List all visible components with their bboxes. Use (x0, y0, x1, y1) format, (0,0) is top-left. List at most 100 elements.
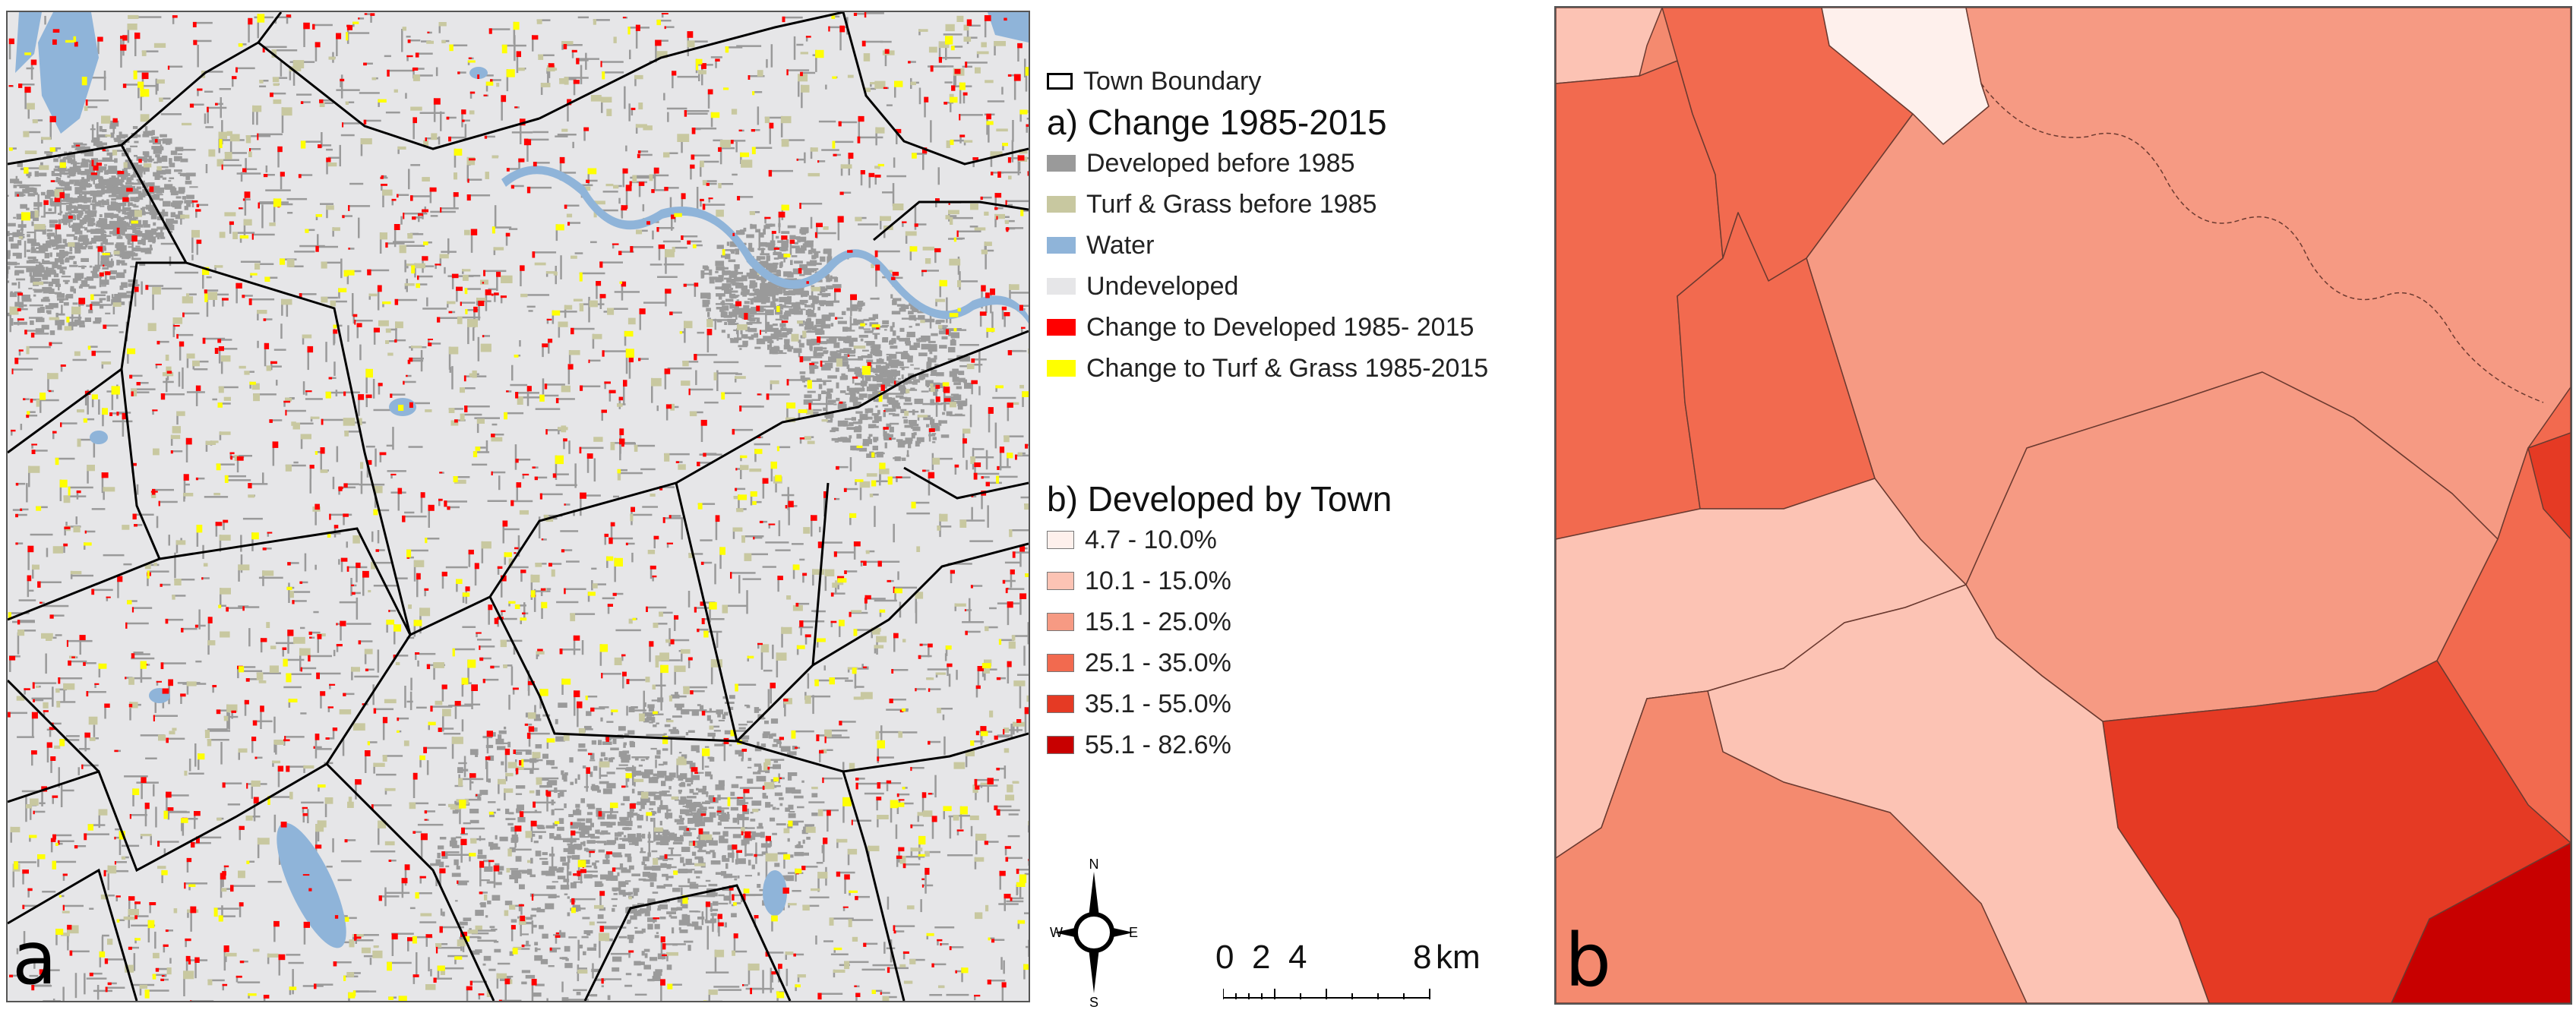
developed-patch (121, 282, 128, 288)
developed-patch (27, 257, 36, 260)
developed-patch (996, 476, 1018, 478)
developed-patch (615, 837, 618, 840)
developed-patch (519, 340, 521, 346)
developed-patch (594, 785, 599, 788)
developed-patch (567, 838, 577, 843)
developed-patch (943, 33, 962, 36)
developed-patch (669, 772, 676, 778)
developed-patch (30, 534, 53, 536)
developed-patch (667, 964, 672, 970)
developed-patch (577, 992, 581, 996)
developed-patch (175, 204, 182, 209)
developed-patch (677, 907, 683, 910)
developed-patch (8, 237, 14, 241)
developed-patch (71, 180, 80, 182)
developed-patch (67, 175, 70, 178)
developed-patch (148, 209, 156, 211)
developed-patch (56, 177, 58, 180)
developed-patch (732, 429, 754, 431)
developed-patch (536, 408, 561, 410)
developed-patch (580, 65, 583, 84)
developed-patch (865, 409, 869, 414)
developed-patch (859, 393, 868, 398)
developed-patch (102, 267, 109, 270)
developed-patch (824, 665, 827, 671)
developed-patch (697, 844, 703, 848)
developed-patch (578, 743, 585, 748)
developed-patch (374, 409, 391, 412)
developed-patch (755, 894, 762, 896)
developed-patch (597, 922, 607, 923)
developed-patch (34, 278, 42, 281)
developed-patch (652, 866, 661, 871)
developed-patch (719, 784, 724, 785)
developed-patch (653, 724, 656, 727)
developed-patch (820, 347, 827, 349)
developed-patch (371, 850, 396, 853)
developed-patch (564, 894, 568, 896)
developed-patch (14, 181, 22, 184)
developed-patch (932, 433, 937, 434)
developed-patch (104, 71, 106, 90)
developed-patch (931, 65, 954, 68)
developed-patch (880, 725, 883, 742)
developed-patch (188, 773, 204, 775)
developed-patch (603, 191, 618, 193)
developed-patch (507, 823, 514, 825)
developed-patch (164, 184, 172, 189)
developed-patch (568, 936, 577, 938)
developed-patch (761, 743, 766, 747)
developed-patch (738, 724, 748, 725)
developed-patch (700, 539, 713, 541)
developed-patch (663, 241, 681, 243)
developed-patch (884, 409, 893, 412)
developed-patch (770, 804, 773, 806)
developed-patch (672, 927, 674, 933)
developed-patch (788, 775, 792, 781)
developed-patch (860, 388, 865, 391)
developed-patch (695, 371, 697, 386)
developed-patch (185, 484, 190, 486)
developed-patch (1027, 118, 1029, 120)
developed-patch (708, 757, 713, 759)
developed-patch (998, 903, 1019, 905)
developed-patch (81, 213, 84, 214)
developed-patch (63, 219, 68, 225)
developed-patch (590, 772, 593, 777)
developed-patch (47, 233, 55, 237)
developed-patch (14, 271, 19, 276)
developed-patch (761, 843, 771, 847)
developed-patch (710, 909, 718, 911)
developed-patch (169, 257, 172, 266)
developed-patch (720, 807, 729, 809)
developed-patch (376, 774, 397, 776)
developed-patch (571, 882, 577, 888)
developed-patch (578, 17, 589, 19)
developed-patch (85, 317, 91, 322)
developed-patch (890, 294, 893, 298)
developed-patch (37, 309, 41, 314)
developed-patch (763, 670, 773, 672)
developed-patch (593, 766, 597, 771)
developed-patch (204, 91, 213, 93)
developed-patch (470, 749, 479, 755)
developed-patch (197, 45, 199, 68)
developed-patch (96, 236, 104, 238)
developed-patch (23, 305, 27, 307)
developed-patch (180, 159, 188, 163)
developed-patch (1023, 645, 1026, 665)
developed-patch (8, 223, 16, 227)
developed-patch (346, 623, 371, 625)
developed-patch (830, 415, 833, 421)
developed-patch (128, 279, 137, 282)
developed-patch (312, 24, 333, 27)
developed-patch (49, 152, 52, 154)
developed-patch (850, 317, 852, 330)
developed-patch (845, 680, 853, 682)
developed-patch (714, 563, 716, 584)
developed-patch (624, 835, 626, 838)
developed-patch (118, 292, 127, 298)
developed-patch (97, 985, 99, 1000)
developed-patch (117, 223, 122, 225)
developed-patch (462, 626, 476, 629)
